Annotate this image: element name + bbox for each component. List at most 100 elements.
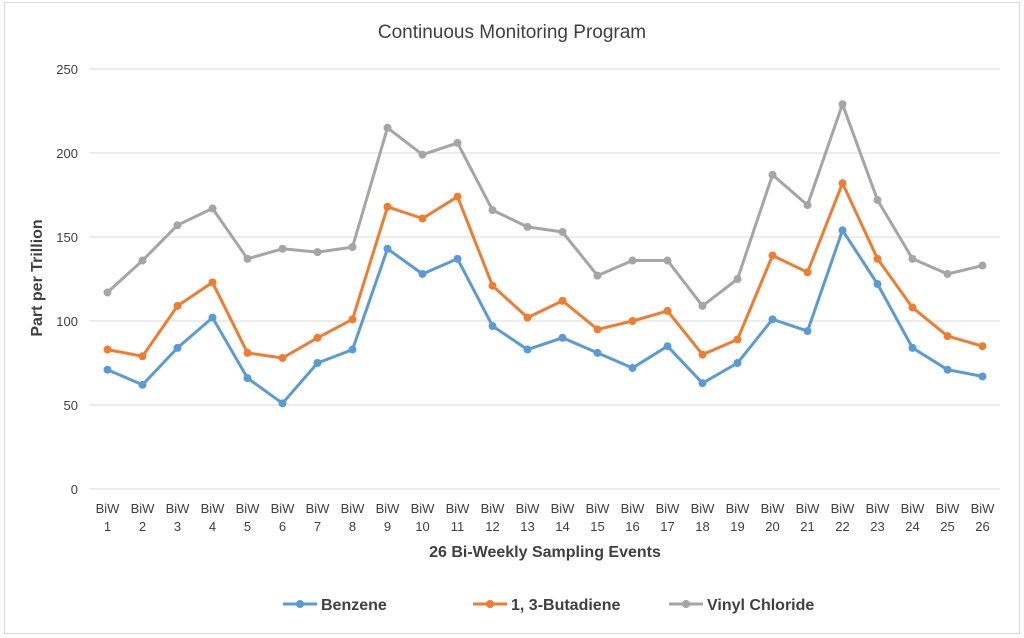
x-tick-label: BiW [131, 501, 156, 516]
legend-marker [486, 600, 494, 608]
data-point [943, 365, 952, 374]
x-tick-label: 2 [139, 519, 146, 534]
data-point [418, 214, 427, 223]
data-point [978, 342, 987, 351]
legend-marker [296, 600, 304, 608]
data-point [418, 269, 427, 278]
x-tick-label: BiW [376, 501, 401, 516]
x-tick-label: BiW [271, 501, 296, 516]
data-point [593, 348, 602, 357]
series-line [106, 102, 984, 308]
data-point [488, 281, 497, 290]
y-tick-label: 50 [64, 398, 78, 413]
y-tick-label: 150 [56, 230, 78, 245]
x-tick-label: BiW [726, 501, 751, 516]
y-tick-label: 250 [56, 62, 78, 77]
data-point [663, 342, 672, 351]
x-tick-label: 26 [975, 519, 989, 534]
data-point [873, 280, 882, 289]
data-point [628, 317, 637, 325]
data-point [593, 271, 602, 280]
data-point [733, 359, 742, 367]
x-tick-label: 13 [520, 519, 534, 534]
x-tick-label: 9 [384, 519, 391, 534]
data-point [208, 313, 217, 322]
data-point [593, 325, 602, 334]
data-point [663, 306, 672, 315]
data-point [663, 256, 672, 265]
chart-title: Continuous Monitoring Program [378, 22, 646, 43]
data-point [348, 243, 357, 252]
x-tick-label: BiW [621, 501, 646, 516]
x-tick-label: BiW [166, 501, 191, 516]
x-tick-label: BiW [96, 501, 121, 516]
gridlines [90, 68, 1000, 490]
legend-item: Vinyl Chloride [669, 597, 814, 614]
x-axis-ticks: BiW 1 BiW 2 BiW 3 BiW 4 BiW 5 BiW 6 BiW 7 BiW 8 BiW 9 BiW 1… [96, 501, 996, 534]
data-point [278, 399, 287, 408]
data-point [838, 179, 847, 188]
x-tick-label: BiW [656, 501, 681, 516]
legend: Benzene 1, 3-Butadiene Vinyl Chloride [283, 597, 814, 614]
data-point [908, 254, 917, 263]
data-point [103, 288, 112, 297]
x-axis-title: 26 Bi-Weekly Sampling Events [429, 544, 661, 561]
data-point [453, 192, 462, 201]
data-point [173, 343, 182, 352]
series-3 [103, 100, 987, 310]
x-tick-label: 12 [485, 519, 499, 534]
data-point [313, 248, 322, 257]
data-point [523, 345, 532, 354]
x-tick-label: BiW [411, 501, 436, 516]
data-point [453, 138, 462, 147]
data-point [768, 170, 777, 179]
data-point [698, 350, 707, 359]
data-point [873, 196, 882, 205]
data-point [103, 365, 112, 374]
x-tick-label: 1 [104, 519, 111, 534]
x-tick-label: 22 [835, 519, 849, 534]
x-tick-label: BiW [971, 501, 996, 516]
y-axis-ticks: 0 50 100 150 200 250 [56, 62, 78, 497]
x-tick-label: BiW [551, 501, 576, 516]
x-tick-label: BiW [446, 501, 471, 516]
x-tick-label: 4 [209, 519, 216, 534]
y-tick-label: 0 [71, 482, 78, 497]
x-tick-label: BiW [761, 501, 786, 516]
x-tick-label: 20 [765, 519, 779, 534]
x-tick-label: BiW [866, 501, 891, 516]
data-point [908, 303, 917, 312]
x-tick-label: BiW [586, 501, 611, 516]
data-point [173, 301, 182, 310]
data-point [383, 123, 392, 132]
x-tick-label: 25 [940, 519, 954, 534]
data-point [803, 268, 812, 277]
x-tick-label: 8 [349, 519, 356, 534]
data-point [138, 352, 147, 361]
data-point [943, 332, 952, 341]
data-point [278, 353, 287, 362]
series-group [103, 100, 987, 408]
data-point [803, 201, 812, 210]
data-point [698, 301, 707, 310]
x-tick-label: 5 [244, 519, 251, 534]
data-point [768, 251, 777, 260]
data-point [138, 256, 147, 265]
x-tick-label: BiW [831, 501, 856, 516]
x-tick-label: 15 [590, 519, 604, 534]
data-point [348, 315, 357, 324]
data-point [768, 315, 777, 324]
data-point [313, 359, 322, 367]
x-tick-label: 14 [555, 519, 569, 534]
data-point [698, 379, 707, 388]
y-tick-label: 100 [56, 314, 78, 329]
data-point [278, 244, 287, 253]
data-point [103, 345, 112, 354]
data-point [383, 244, 392, 253]
y-tick-label: 200 [56, 146, 78, 161]
data-point [488, 322, 497, 331]
series-line [106, 228, 984, 405]
data-point [138, 380, 147, 389]
